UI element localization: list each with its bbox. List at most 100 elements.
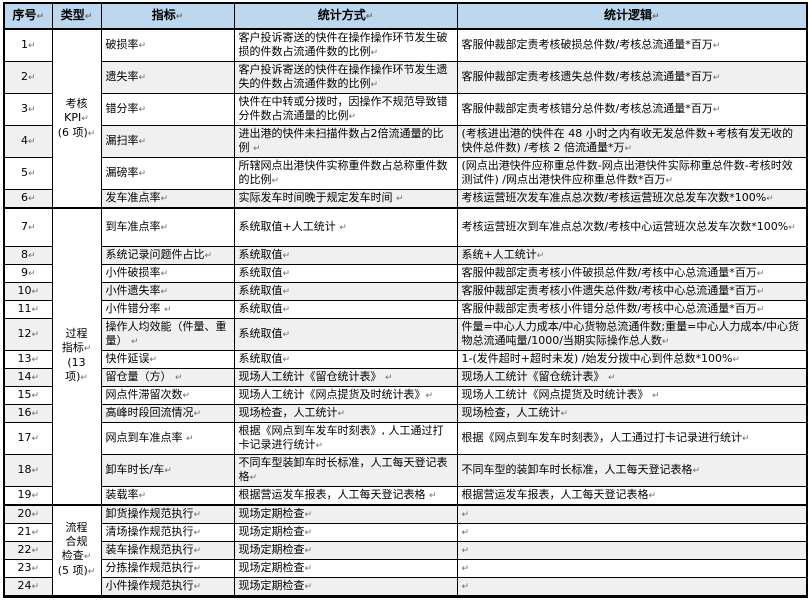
method-cell[interactable]: 现场定期检查↵ (233, 522, 458, 542)
row-number-cell[interactable]: 16↵ (3, 403, 53, 423)
row-number-cell[interactable]: 6↵ (3, 189, 53, 209)
method-cell[interactable]: 现场人工统计《留仓统计表》 ↵ (233, 367, 458, 387)
logic-cell[interactable]: 客服仲裁部定责考核破损总件数/考核总流通量*百万↵ (456, 28, 808, 62)
indicator-cell[interactable]: 小件错分率 ↵ (100, 299, 235, 319)
row-number-cell[interactable]: 3↵ (3, 93, 53, 126)
indicator-cell[interactable]: 小件遗失率↵ (100, 281, 235, 301)
logic-cell[interactable]: 现场人工统计《网点提货及时统计表》 ↵ (456, 385, 808, 405)
method-cell[interactable]: 现场定期检查↵ (233, 540, 458, 560)
row-number-cell[interactable]: 9↵ (3, 263, 53, 283)
row-number-cell[interactable]: 23↵ (3, 558, 53, 578)
logic-cell[interactable]: ↵ (456, 503, 808, 524)
indicator-cell[interactable]: 分拣操作规范执行↵ (100, 558, 235, 578)
indicator-cell[interactable]: 网点到车准点率 ↵ (100, 421, 235, 455)
col-header-no[interactable]: 序号↵ (3, 2, 53, 30)
row-number-cell[interactable]: 14↵ (3, 367, 53, 387)
indicator-cell[interactable]: 错分率↵ (100, 93, 235, 126)
logic-cell[interactable]: 考核运营班次发车准点总次数/考核运营班次总发车次数*100%↵ (456, 189, 808, 209)
row-number-cell[interactable]: 2↵ (3, 61, 53, 94)
logic-cell[interactable]: 客服仲裁部定责考核小件错分总件数/考核中心总流通量*百万↵ (456, 299, 808, 319)
method-cell[interactable]: 现场定期检查↵ (233, 558, 458, 578)
row-number-cell[interactable]: 21↵ (3, 522, 53, 542)
row-number-cell[interactable]: 15↵ (3, 385, 53, 405)
indicator-cell[interactable]: 快件延误↵ (100, 349, 235, 369)
type-cell[interactable]: 过程 指标↵ (13 项)↵ (51, 207, 102, 505)
indicator-cell[interactable]: 遗失率↵ (100, 61, 235, 94)
method-cell[interactable]: 根据《网点到车发车时刻表》, 人工通过打卡记录进行统计↵ (233, 421, 458, 455)
indicator-cell[interactable]: 小件破损率↵ (100, 263, 235, 283)
row-number-cell[interactable]: 7↵ (3, 207, 53, 247)
indicator-cell[interactable]: 卸货操作规范执行↵ (100, 503, 235, 524)
col-header-indicator[interactable]: 指标↵ (100, 2, 235, 30)
method-cell[interactable]: 现场检查，人工统计↵ (233, 403, 458, 423)
row-number-cell[interactable]: 10↵ (3, 281, 53, 301)
logic-cell[interactable]: (网点出港快件应称重总件数-网点出港快件实际称重总件数-考核时效测试件) /网点… (456, 157, 808, 190)
indicator-cell[interactable]: 发车准点率↵ (100, 189, 235, 209)
method-cell[interactable]: 系统取值↵ (233, 299, 458, 319)
logic-cell[interactable]: 客服仲裁部定责考核遗失总件数/考核总流通量*百万↵ (456, 61, 808, 94)
row-number-cell[interactable]: 20↵ (3, 503, 53, 524)
type-cell[interactable]: 流程 合规 检查↵ (5 项)↵ (51, 503, 102, 597)
logic-cell[interactable]: 客服仲裁部定责考核错分总件数/考核总流通量*百万↵ (456, 93, 808, 126)
indicator-cell[interactable]: 装车操作规范执行↵ (100, 540, 235, 560)
method-cell[interactable]: 不同车型装卸车时长标准，人工每天登记表格↵ (233, 453, 458, 487)
indicator-cell[interactable]: 网点件滞留次数↵ (100, 385, 235, 405)
logic-cell[interactable]: 现场检查，人工统计↵ (456, 403, 808, 423)
method-cell[interactable]: 系统取值↵ (233, 281, 458, 301)
indicator-cell[interactable]: 小件操作规范执行↵ (100, 576, 235, 597)
logic-cell[interactable]: 考核运营班次到车准点总次数/考核中心运营班次总发车次数*100%↵ (456, 207, 808, 247)
logic-cell[interactable]: 现场人工统计《留仓统计表》 ↵ (456, 367, 808, 387)
method-cell[interactable]: 客户投诉寄送的快件在操作操作环节发生遗失的件数占流通件数的比例↵ (233, 61, 458, 94)
row-number-cell[interactable]: 18↵ (3, 453, 53, 487)
row-number-cell[interactable]: 13↵ (3, 349, 53, 369)
logic-cell[interactable]: ↵ (456, 576, 808, 597)
row-number-cell[interactable]: 19↵ (3, 485, 53, 505)
method-cell[interactable]: 快件在中转或分拨时，因操作不规范导致错分件数占流通量的比例↵ (233, 93, 458, 126)
row-number-cell[interactable]: 5↵ (3, 157, 53, 190)
row-number-cell[interactable]: 24↵ (3, 576, 53, 597)
logic-cell[interactable]: ↵ (456, 522, 808, 542)
col-header-method[interactable]: 统计方式↵ (233, 2, 458, 30)
logic-cell[interactable]: 根据《网点到车发车时刻表》，人工通过打卡记录进行统计↵ (456, 421, 808, 455)
row-number-cell[interactable]: 4↵ (3, 125, 53, 158)
method-cell[interactable]: 所辖网点出港快件实称重件数占总称重件数的比例↵ (233, 157, 458, 190)
indicator-cell[interactable]: 高峰时段回流情况↵ (100, 403, 235, 423)
logic-cell[interactable]: (考核进出港的快件在 48 小时之内有收无发总件数+考核有发无收的快件总件数) … (456, 125, 808, 158)
row-number-cell[interactable]: 12↵ (3, 317, 53, 351)
indicator-cell[interactable]: 装载率↵ (100, 485, 235, 505)
logic-cell[interactable]: 系统+人工统计↵ (456, 245, 808, 265)
logic-cell[interactable]: 件量=中心人力成本/中心货物总流通件数;重量=中心人力成本/中心货物总流通吨量/… (456, 317, 808, 351)
row-number-cell[interactable]: 22↵ (3, 540, 53, 560)
indicator-cell[interactable]: 破损率↵ (100, 28, 235, 62)
indicator-cell[interactable]: 漏磅率↵ (100, 157, 235, 190)
indicator-cell[interactable]: 到车准点率↵ (100, 207, 235, 247)
logic-cell[interactable]: 根据营运发车报表，人工每天登记表格↵ (456, 485, 808, 505)
row-number-cell[interactable]: 1↵ (3, 28, 53, 62)
indicator-cell[interactable]: 卸车时长/车↵ (100, 453, 235, 487)
method-cell[interactable]: 系统取值↵ (233, 317, 458, 351)
logic-cell[interactable]: 不同车型的装卸车时长标准，人工每天登记表格↵ (456, 453, 808, 487)
method-cell[interactable]: 现场人工统计《网点提货及时统计表》↵ (233, 385, 458, 405)
method-cell[interactable]: 系统取值↵ (233, 245, 458, 265)
method-cell[interactable]: 实际发车时间晚于规定发车时间 ↵ (233, 189, 458, 209)
method-cell[interactable]: 系统取值+人工统计 ↵ (233, 207, 458, 247)
logic-cell[interactable]: 客服仲裁部定责考核小件破损总件数/考核中心总流通量*百万↵ (456, 263, 808, 283)
indicator-cell[interactable]: 系统记录问题件占比↵ (100, 245, 235, 265)
method-cell[interactable]: 现场定期检查↵ (233, 576, 458, 597)
indicator-cell[interactable]: 操作人均效能（件量、重量） ↵ (100, 317, 235, 351)
indicator-cell[interactable]: 清场操作规范执行↵ (100, 522, 235, 542)
method-cell[interactable]: 客户投诉寄送的快件在操作操作环节发生破损的件数占流通件数的比例↵ (233, 28, 458, 62)
row-number-cell[interactable]: 8↵ (3, 245, 53, 265)
col-header-type[interactable]: 类型↵ (51, 2, 102, 30)
method-cell[interactable]: 系统取值↵ (233, 263, 458, 283)
method-cell[interactable]: 现场定期检查↵ (233, 503, 458, 524)
method-cell[interactable]: 系统取值↵ (233, 349, 458, 369)
logic-cell[interactable]: 客服仲裁部定责考核小件遗失总件数/考核中心总流通量*百万↵ (456, 281, 808, 301)
method-cell[interactable]: 根据营运发车报表，人工每天登记表格 ↵ (233, 485, 458, 505)
col-header-logic[interactable]: 统计逻辑↵ (456, 2, 808, 30)
logic-cell[interactable]: ↵ (456, 540, 808, 560)
type-cell[interactable]: 考核 KPI↵ (6 项)↵ (51, 28, 102, 209)
row-number-cell[interactable]: 17↵ (3, 421, 53, 455)
indicator-cell[interactable]: 留仓量（方） ↵ (100, 367, 235, 387)
logic-cell[interactable]: 1-(发件超时+超时未发) /始发分拨中心到件总数*100%↵ (456, 349, 808, 369)
